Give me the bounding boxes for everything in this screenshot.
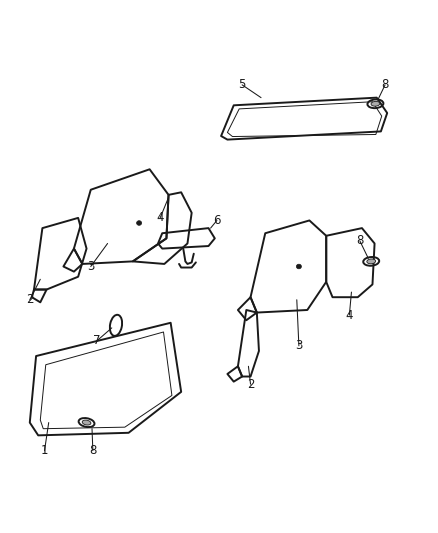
Ellipse shape xyxy=(297,264,301,269)
Ellipse shape xyxy=(367,259,376,264)
Text: 2: 2 xyxy=(26,293,34,306)
Text: 7: 7 xyxy=(93,334,101,347)
Text: 2: 2 xyxy=(247,378,254,391)
Text: 3: 3 xyxy=(295,340,303,352)
Text: 6: 6 xyxy=(213,214,221,227)
Text: 5: 5 xyxy=(238,78,246,91)
Ellipse shape xyxy=(82,420,91,425)
Text: 1: 1 xyxy=(41,444,48,457)
Ellipse shape xyxy=(137,221,141,225)
Text: 8: 8 xyxy=(89,444,96,457)
Ellipse shape xyxy=(371,101,380,106)
Text: 3: 3 xyxy=(87,260,95,273)
Text: 8: 8 xyxy=(356,235,364,247)
Text: 4: 4 xyxy=(346,309,353,321)
Text: 8: 8 xyxy=(381,78,389,91)
Text: 4: 4 xyxy=(156,212,164,224)
